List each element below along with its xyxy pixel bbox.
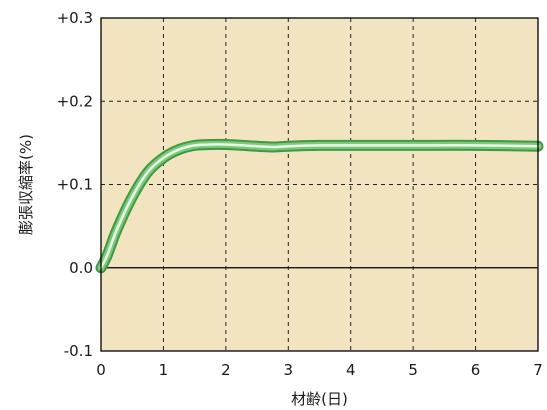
x-tick-label: 2	[221, 361, 231, 379]
x-tick-label: 7	[533, 361, 543, 379]
x-ticks: 0 1 2 3 4 5 6 7	[96, 361, 543, 379]
x-tick-label: 5	[408, 361, 418, 379]
y-tick-label: +0.2	[57, 92, 93, 110]
y-ticks: -0.1 0.0 +0.1 +0.2 +0.3	[57, 9, 93, 360]
x-axis-title: 材齢(日)	[291, 390, 348, 408]
grid	[101, 18, 538, 351]
x-tick-label: 0	[96, 361, 106, 379]
y-axis-title: 膨張収縮率(%)	[17, 134, 35, 235]
y-tick-label: 0.0	[69, 259, 93, 277]
data-series	[95, 138, 544, 274]
x-tick-label: 4	[346, 361, 356, 379]
y-tick-label: -0.1	[64, 342, 93, 360]
series-line-shade	[99, 143, 540, 269]
plot-frame	[100, 17, 539, 352]
y-tick-label: +0.3	[57, 9, 93, 27]
x-tick-label: 1	[159, 361, 169, 379]
x-tick-label: 3	[284, 361, 294, 379]
y-tick-label: +0.1	[57, 176, 93, 194]
x-tick-label: 6	[471, 361, 481, 379]
